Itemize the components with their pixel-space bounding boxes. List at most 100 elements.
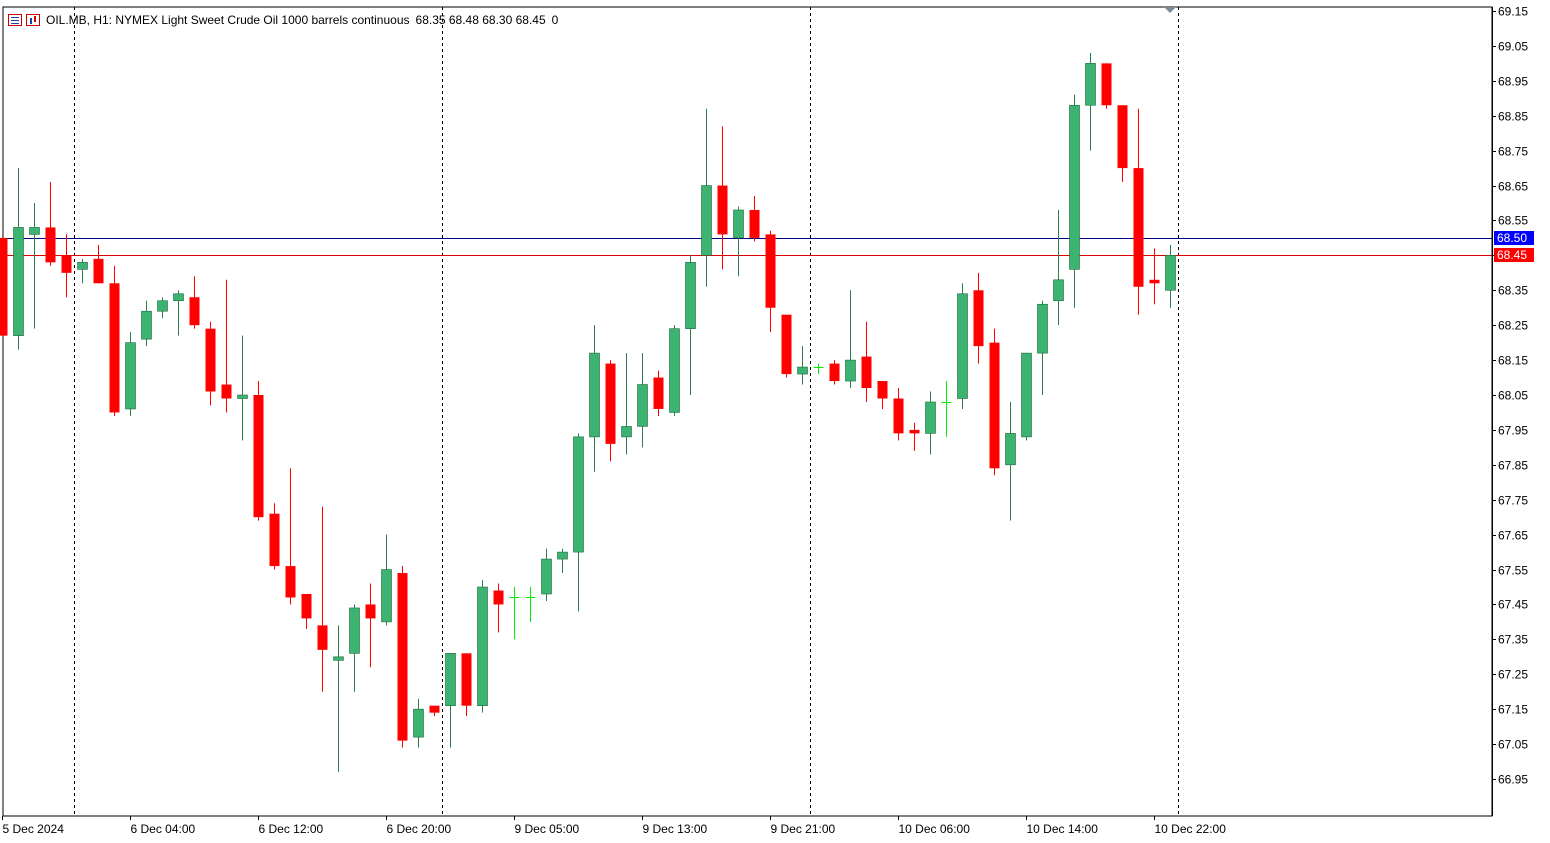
candle-body — [685, 262, 696, 329]
candle — [797, 346, 808, 385]
candle — [301, 593, 312, 629]
candle-body — [893, 398, 904, 434]
candle — [13, 168, 24, 350]
candle-body — [669, 328, 680, 413]
candle — [541, 548, 552, 601]
candle-body — [701, 185, 712, 256]
candle-body — [1069, 104, 1080, 270]
x-tick-label: 10 Dec 14:00 — [1027, 822, 1099, 836]
y-tick-label: 68.85 — [1498, 110, 1528, 124]
candle-body — [493, 590, 504, 605]
candle — [237, 335, 248, 441]
ohlc-values: 68.35 68.48 68.30 68.45 — [415, 13, 546, 27]
y-tick-label: 68.65 — [1498, 180, 1528, 194]
candle-body — [957, 293, 968, 399]
y-tick-label: 68.15 — [1498, 354, 1528, 368]
candle — [637, 353, 648, 448]
x-tick-label: 9 Dec 21:00 — [771, 822, 836, 836]
candle-body — [861, 356, 872, 389]
candle — [717, 126, 728, 270]
symbol-title: OIL.MB, H1: NYMEX Light Sweet Crude Oil … — [46, 13, 410, 27]
candle — [157, 297, 168, 319]
chart-list-icon[interactable] — [8, 14, 22, 26]
candle-body — [925, 401, 936, 434]
candle — [45, 182, 56, 266]
candle — [381, 534, 392, 626]
candle — [349, 604, 360, 692]
y-tick-label: 67.85 — [1498, 459, 1528, 473]
candle-body — [125, 342, 136, 410]
candle — [189, 276, 200, 329]
candle — [845, 290, 856, 389]
candle — [621, 353, 632, 455]
candle-body — [541, 558, 552, 595]
candle-body — [749, 209, 760, 238]
candles — [0, 52, 1176, 773]
candle-body — [637, 384, 648, 427]
candle-body — [413, 708, 424, 738]
candle — [493, 583, 504, 633]
candle — [733, 206, 744, 277]
candle — [653, 370, 664, 416]
candle — [397, 566, 408, 748]
candle — [909, 422, 920, 451]
candle-body — [605, 363, 616, 444]
candle — [1037, 300, 1048, 395]
candle — [973, 272, 984, 364]
candle — [557, 548, 568, 574]
candle — [77, 258, 88, 284]
period-separators — [74, 7, 1179, 816]
price-badges: 68.50 68.45 — [1494, 231, 1534, 262]
candle-body — [653, 377, 664, 409]
candle-body — [1053, 279, 1064, 302]
candle — [461, 653, 472, 717]
candle — [173, 290, 184, 336]
candle-body — [237, 394, 248, 399]
candle-body — [269, 513, 280, 567]
candle-body — [61, 255, 72, 273]
shift-marker-icon[interactable] — [1164, 7, 1176, 13]
candle — [445, 653, 456, 748]
candle — [221, 279, 232, 413]
candle — [0, 237, 8, 336]
candle-body — [877, 381, 888, 399]
candle-body — [93, 258, 104, 284]
candle — [509, 587, 520, 640]
candle — [749, 196, 760, 242]
header-extra: 0 — [551, 13, 559, 27]
plot-background — [2, 6, 1493, 817]
candle — [365, 583, 376, 668]
candle-body — [253, 395, 264, 518]
x-tick-label: 6 Dec 04:00 — [131, 822, 196, 836]
candle-body — [77, 262, 88, 270]
y-tick-label: 68.55 — [1498, 214, 1528, 228]
candle-body — [1133, 168, 1144, 287]
candle — [1133, 108, 1144, 315]
candle-body — [429, 705, 440, 713]
candle-body — [1117, 105, 1128, 169]
candle-body — [909, 429, 920, 434]
y-tick-label: 67.95 — [1498, 424, 1528, 438]
candle-body — [477, 586, 488, 706]
candle-body — [1165, 255, 1176, 291]
candle — [141, 300, 152, 347]
candle-body — [45, 227, 56, 263]
y-tick-label: 67.45 — [1498, 598, 1528, 612]
candle-body — [205, 328, 216, 392]
y-tick-label: 67.75 — [1498, 494, 1528, 508]
candle — [989, 328, 1000, 476]
candle-body — [109, 283, 120, 413]
candle — [941, 381, 952, 437]
y-tick-label: 67.15 — [1498, 703, 1528, 717]
candle — [861, 321, 872, 402]
candle — [1005, 401, 1016, 521]
candle — [205, 321, 216, 406]
candle-body — [621, 426, 632, 438]
bid-badge-bg — [1494, 248, 1534, 262]
candle-body — [1021, 352, 1032, 438]
candle-body — [29, 227, 40, 235]
candle-body — [1037, 303, 1048, 354]
candle-body — [557, 551, 568, 560]
chart-bars-icon[interactable] — [26, 14, 40, 26]
